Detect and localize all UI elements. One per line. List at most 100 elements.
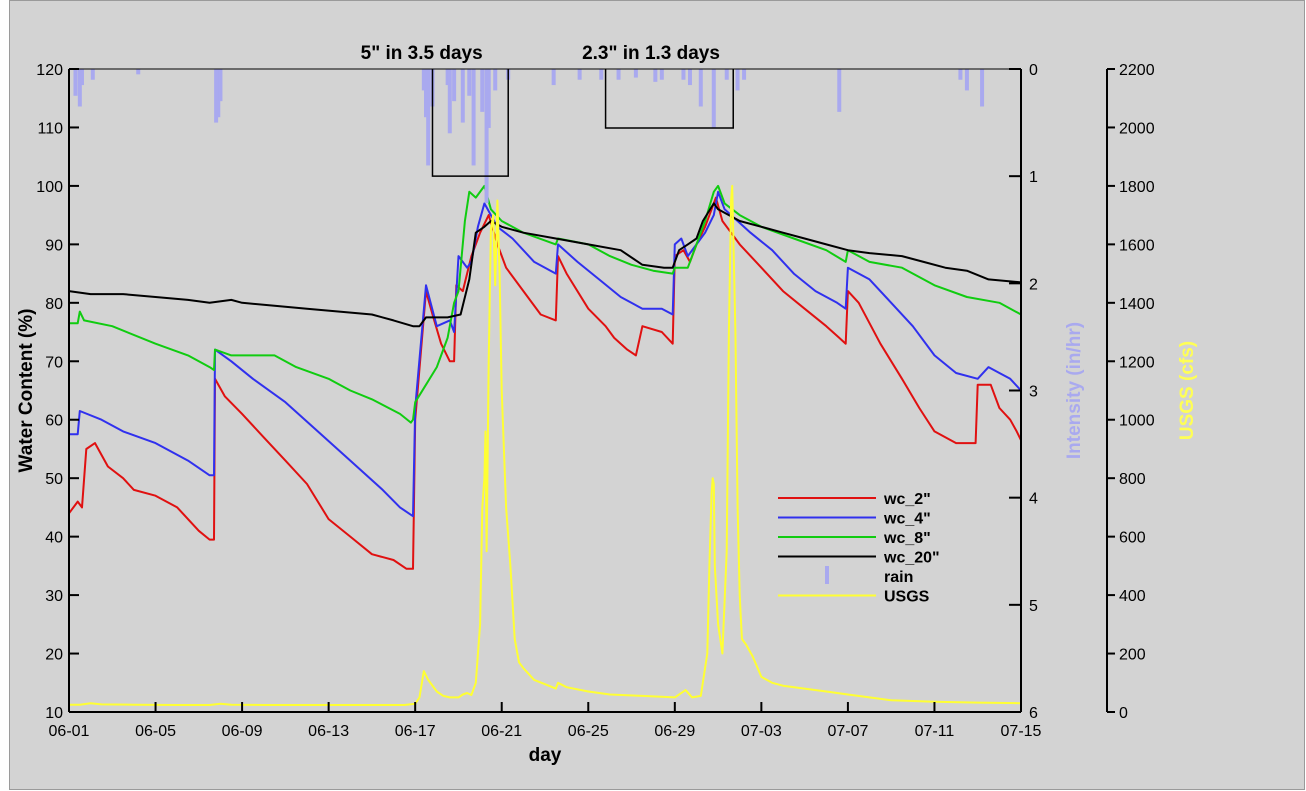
rain-bar bbox=[77, 69, 82, 107]
rain-bar bbox=[480, 69, 485, 112]
x-tick-label: 06-09 bbox=[222, 723, 263, 740]
y-tick-label: 80 bbox=[45, 296, 63, 313]
rain-bar bbox=[218, 69, 223, 102]
rain-bar bbox=[577, 69, 582, 80]
rain-bar bbox=[486, 69, 491, 128]
y-tick-label: 20 bbox=[45, 647, 63, 664]
event-annotation: 2.3" in 1.3 days bbox=[582, 43, 720, 64]
series-line-wc2 bbox=[68, 196, 1022, 570]
x-tick-label: 06-29 bbox=[654, 723, 695, 740]
rain-bar bbox=[426, 69, 431, 166]
intensity-tick-label: 4 bbox=[1029, 491, 1038, 508]
rain-bar bbox=[599, 69, 604, 80]
y-axis-label: Water Content (%) bbox=[16, 309, 37, 473]
rain-bar bbox=[421, 69, 426, 91]
rain-bar bbox=[837, 69, 842, 112]
x-tick-label: 07-11 bbox=[915, 723, 955, 740]
rain-bar bbox=[493, 69, 498, 91]
rain-bar bbox=[687, 69, 692, 86]
y-tick-label: 70 bbox=[45, 354, 63, 371]
intensity-tick-label: 0 bbox=[1029, 62, 1038, 79]
legend-label: USGS bbox=[884, 589, 930, 606]
intensity-axis-label: Intensity (in/hr) bbox=[1064, 322, 1085, 459]
rain-bar bbox=[681, 69, 686, 80]
event-annotation: 5" in 3.5 days bbox=[361, 43, 483, 64]
rain-bar bbox=[742, 69, 747, 80]
rain-bar bbox=[964, 69, 969, 91]
x-tick-label: 06-25 bbox=[568, 723, 609, 740]
rain-bar bbox=[79, 69, 84, 86]
rain-bar bbox=[73, 69, 78, 96]
intensity-tick-label: 2 bbox=[1029, 276, 1038, 293]
legend-label: rain bbox=[884, 569, 913, 586]
usgs-tick-label: 600 bbox=[1119, 530, 1146, 547]
rain-bar bbox=[90, 69, 95, 80]
rain-event-box bbox=[431, 69, 509, 177]
series-line-usgs bbox=[69, 184, 1022, 706]
y-tick-label: 120 bbox=[36, 62, 63, 79]
rain-bar bbox=[551, 69, 556, 86]
rain-bar bbox=[467, 69, 472, 96]
legend-label: wc_8" bbox=[883, 530, 931, 547]
y-tick-label: 10 bbox=[45, 705, 63, 722]
series-line-wc20 bbox=[68, 202, 1022, 328]
rain-bar bbox=[616, 69, 621, 80]
x-tick-label: 06-01 bbox=[49, 723, 90, 740]
x-axis-label: day bbox=[529, 745, 562, 766]
series-layer bbox=[68, 69, 1022, 706]
usgs-tick-label: 1000 bbox=[1119, 413, 1155, 430]
rain-bar bbox=[735, 69, 740, 91]
usgs-tick-label: 1200 bbox=[1119, 354, 1155, 371]
legend-label: wc_20" bbox=[883, 550, 940, 567]
x-tick-label: 07-07 bbox=[827, 723, 868, 740]
series-line-wc8 bbox=[69, 184, 1022, 424]
legend-swatch-rain bbox=[825, 566, 829, 584]
y-tick-label: 110 bbox=[37, 120, 63, 137]
x-tick-label: 07-15 bbox=[1001, 723, 1042, 740]
rain-bar bbox=[447, 69, 452, 134]
rain-bar bbox=[471, 69, 476, 166]
y-tick-label: 90 bbox=[45, 237, 63, 254]
rain-bar bbox=[711, 69, 716, 128]
x-tick-label: 06-21 bbox=[481, 723, 522, 740]
legend: wc_2" wc_4" wc_8" wc_20"rain USGS bbox=[778, 491, 940, 606]
series-line-wc4 bbox=[69, 190, 1022, 518]
rain-bar bbox=[460, 69, 465, 123]
rain-bar bbox=[698, 69, 703, 107]
rain-bar bbox=[958, 69, 963, 80]
usgs-tick-label: 1800 bbox=[1119, 179, 1155, 196]
x-tick-label: 07-03 bbox=[741, 723, 782, 740]
x-tick-label: 06-05 bbox=[135, 723, 176, 740]
usgs-tick-label: 0 bbox=[1119, 705, 1128, 722]
rain-bar bbox=[659, 69, 664, 80]
rain-bar bbox=[214, 69, 219, 123]
rain-bar bbox=[452, 69, 457, 102]
y-tick-label: 50 bbox=[45, 471, 63, 488]
rain-bar bbox=[653, 69, 658, 82]
chart-panel: 10 20 30 40 50 60 70 80 90 100 110 120 0 1 2 3 4 5 6 0 200 40… bbox=[9, 0, 1305, 790]
rain-bar bbox=[633, 69, 638, 78]
rain-bar bbox=[724, 69, 729, 80]
intensity-tick-label: 6 bbox=[1029, 705, 1038, 722]
x-tick-label: 06-17 bbox=[395, 723, 436, 740]
annotations-layer: 5" in 3.5 days 2.3" in 1.3 days bbox=[361, 43, 734, 177]
y-tick-label: 30 bbox=[45, 588, 63, 605]
usgs-tick-label: 1600 bbox=[1119, 237, 1155, 254]
y-tick-label: 40 bbox=[45, 530, 63, 547]
rain-bar bbox=[136, 69, 141, 75]
rain-bar bbox=[484, 69, 489, 203]
intensity-tick-label: 5 bbox=[1029, 598, 1038, 615]
usgs-tick-label: 1400 bbox=[1119, 296, 1155, 313]
usgs-tick-label: 2200 bbox=[1119, 62, 1155, 79]
usgs-tick-label: 800 bbox=[1119, 471, 1146, 488]
intensity-tick-label: 1 bbox=[1029, 169, 1038, 186]
rain-bar bbox=[216, 69, 221, 118]
usgs-tick-label: 200 bbox=[1119, 647, 1146, 664]
rain-bar bbox=[980, 69, 985, 107]
y-tick-label: 60 bbox=[45, 413, 63, 430]
rain-event-box bbox=[604, 69, 734, 129]
intensity-tick-label: 3 bbox=[1029, 384, 1038, 401]
rain-bar bbox=[424, 69, 428, 118]
